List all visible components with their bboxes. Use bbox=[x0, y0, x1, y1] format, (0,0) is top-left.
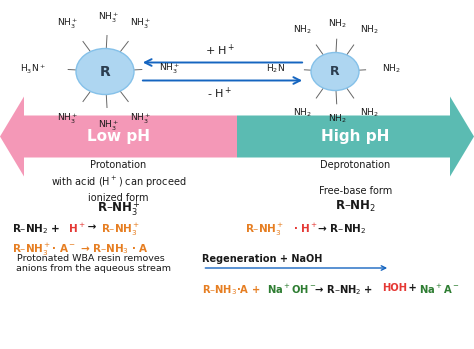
Text: NH$_2$: NH$_2$ bbox=[360, 107, 378, 119]
Text: Protonated WBA resin removes
  anions from the aqueous stream: Protonated WBA resin removes anions from… bbox=[10, 254, 171, 273]
Text: High pH: High pH bbox=[321, 129, 390, 144]
Text: H$^+$: H$^+$ bbox=[69, 222, 86, 235]
Text: NH$_2$: NH$_2$ bbox=[293, 107, 312, 119]
Text: + H$^+$: + H$^+$ bbox=[205, 42, 235, 58]
Polygon shape bbox=[0, 97, 237, 177]
Text: Regeneration + NaOH: Regeneration + NaOH bbox=[202, 254, 323, 264]
Text: NH$_3^+$: NH$_3^+$ bbox=[99, 10, 119, 25]
Text: H$_3$N$^+$: H$_3$N$^+$ bbox=[20, 62, 46, 76]
Text: → R–NH$_2$: → R–NH$_2$ bbox=[314, 222, 366, 236]
Text: NH$_2$: NH$_2$ bbox=[328, 113, 347, 125]
Polygon shape bbox=[237, 97, 474, 177]
Text: Deprotonation

Free-base form: Deprotonation Free-base form bbox=[319, 160, 392, 196]
Text: Na$^+$A$^-$: Na$^+$A$^-$ bbox=[419, 283, 459, 296]
Text: R–NH$_3^+$· A$^-$ → R–NH$_3$ · A: R–NH$_3^+$· A$^-$ → R–NH$_3$ · A bbox=[12, 242, 149, 258]
Text: NH$_3^+$: NH$_3^+$ bbox=[130, 17, 152, 31]
Text: NH$_3^+$: NH$_3^+$ bbox=[57, 17, 78, 31]
Text: R–NH$_3^+$: R–NH$_3^+$ bbox=[245, 222, 284, 238]
Ellipse shape bbox=[311, 52, 359, 90]
Text: H$_2$N: H$_2$N bbox=[266, 63, 285, 75]
Text: Protonation
with acid (H$^+$) can proceed
ionized form: Protonation with acid (H$^+$) can procee… bbox=[51, 160, 186, 203]
Text: NH$_2$: NH$_2$ bbox=[360, 24, 378, 36]
Text: R–NH$_2$ +: R–NH$_2$ + bbox=[12, 222, 62, 236]
Text: → R–NH$_2$ +: → R–NH$_2$ + bbox=[311, 283, 374, 297]
Text: HOH: HOH bbox=[383, 283, 408, 293]
Text: R–NH$_2$: R–NH$_2$ bbox=[335, 199, 376, 214]
Text: R: R bbox=[330, 65, 340, 78]
Text: Low pH: Low pH bbox=[87, 129, 150, 144]
Text: NH$_2$: NH$_2$ bbox=[328, 18, 347, 30]
Text: NH$_3^+$: NH$_3^+$ bbox=[159, 62, 180, 76]
Text: R: R bbox=[100, 65, 110, 79]
Text: +: + bbox=[405, 283, 420, 293]
Text: →: → bbox=[84, 222, 100, 232]
Text: R–NH$_3$·A +: R–NH$_3$·A + bbox=[202, 283, 262, 297]
Text: NH$_3^+$: NH$_3^+$ bbox=[99, 118, 119, 133]
Text: - H$^+$: - H$^+$ bbox=[208, 86, 233, 101]
Text: NH$_2$: NH$_2$ bbox=[383, 63, 401, 75]
Ellipse shape bbox=[76, 49, 134, 95]
Text: R–NH$_3^+$: R–NH$_3^+$ bbox=[97, 199, 140, 218]
Text: R–NH$_3^+$: R–NH$_3^+$ bbox=[101, 222, 140, 238]
Text: NH$_3^+$: NH$_3^+$ bbox=[130, 112, 152, 126]
Text: Na$^+$OH$^-$: Na$^+$OH$^-$ bbox=[267, 283, 317, 296]
Text: · H$^+$: · H$^+$ bbox=[293, 222, 319, 235]
Text: NH$_2$: NH$_2$ bbox=[293, 24, 312, 36]
Text: NH$_3^+$: NH$_3^+$ bbox=[57, 112, 78, 126]
